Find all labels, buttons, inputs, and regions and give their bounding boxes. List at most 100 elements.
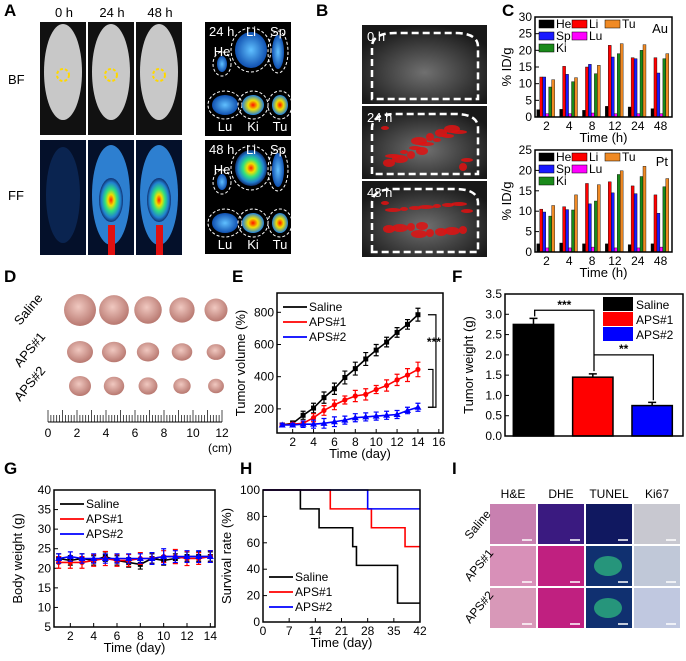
x-tick-label: 4	[90, 629, 97, 643]
bar-sp	[588, 203, 592, 253]
row-label-ff: FF	[8, 188, 24, 203]
panel-label-g: G	[4, 459, 17, 478]
organ-signal	[212, 95, 238, 115]
organ-label: Lu	[218, 237, 232, 252]
organ-signal	[272, 153, 284, 187]
plot-frame	[262, 489, 421, 623]
organ-signal	[217, 174, 227, 190]
organ-outline	[267, 90, 293, 120]
y-tick-label: 1.5	[485, 368, 502, 382]
column-label: Ki67	[645, 487, 669, 501]
data-point	[352, 393, 358, 399]
bar-he	[650, 243, 655, 253]
data-point	[321, 395, 327, 401]
data-point	[113, 555, 121, 561]
x-tick-label: 14	[309, 624, 323, 638]
ultrasound-image	[362, 25, 487, 104]
legend-swatch	[571, 164, 588, 174]
organ-signal	[242, 213, 264, 233]
y-tick-label: 30	[519, 10, 533, 24]
legend-swatch	[538, 31, 555, 41]
x-tick-label: 10	[370, 435, 384, 449]
bar-he	[559, 109, 563, 118]
bar-ki	[594, 200, 598, 253]
y-axis-title: Tumor weight (g)	[461, 316, 476, 414]
bar-he	[627, 244, 632, 253]
contrast-signal	[433, 138, 441, 142]
y-tick-label: 35	[38, 503, 52, 517]
legend-label: Ki	[556, 174, 567, 188]
contrast-signal	[385, 154, 401, 158]
legend-swatch	[571, 19, 588, 29]
chart-title: Au	[652, 21, 668, 36]
data-point	[372, 412, 380, 419]
y-tick-label: 30	[38, 522, 52, 536]
bar-li	[562, 66, 566, 118]
data-point	[278, 421, 286, 428]
bar-he	[536, 243, 540, 253]
bar-ki	[548, 215, 552, 253]
data-point	[363, 391, 369, 397]
group-label: APS#2	[11, 363, 49, 404]
y-tick-label: 25	[519, 27, 533, 41]
data-point	[351, 414, 359, 421]
legend-label: APS#2	[636, 328, 674, 342]
bar-tu	[597, 65, 601, 118]
bar-ki	[617, 174, 621, 253]
data-point	[415, 366, 421, 373]
bar-li	[608, 45, 612, 118]
legend-label: Li	[589, 17, 598, 31]
contrast-signal	[416, 222, 428, 230]
x-tick-label: 2	[67, 629, 74, 643]
contrast-signal	[383, 159, 395, 167]
contrast-signal	[451, 202, 467, 206]
time-label: 24 h	[99, 5, 124, 20]
x-tick-label: 28	[361, 624, 375, 638]
x-tick-label: 35	[387, 624, 401, 638]
contrast-signal	[444, 227, 460, 235]
organ-outline	[267, 208, 293, 238]
x-tick-label: 16	[432, 435, 446, 449]
bar-sp	[542, 76, 546, 118]
x-axis-title: Time (h)	[580, 130, 628, 145]
contrast-signal	[459, 163, 467, 171]
contrast-signal	[383, 225, 395, 233]
legend-label: Ki	[556, 41, 567, 55]
tumor-photo	[171, 343, 193, 361]
organ-signal	[217, 56, 227, 72]
bar-he	[582, 243, 586, 253]
legend-swatch	[603, 312, 633, 326]
x-tick-label: 2	[543, 119, 550, 133]
bar-ki	[662, 186, 667, 253]
contrast-signal	[409, 146, 421, 150]
y-tick-label: 80	[247, 509, 261, 523]
contrast-signal	[385, 208, 401, 212]
y-tick-label: 3.0	[485, 307, 502, 321]
bar-li	[585, 183, 589, 253]
bar-ki	[571, 209, 575, 253]
data-point	[78, 555, 86, 561]
bar-tu	[619, 170, 624, 253]
bar-tu	[665, 53, 670, 118]
data-point	[171, 553, 179, 560]
data-point	[183, 553, 191, 560]
plot-frame	[534, 149, 673, 253]
ruler-unit: (cm)	[208, 441, 232, 455]
time-label: 48 h	[367, 185, 392, 200]
y-tick-label: 15	[519, 184, 533, 198]
bar-sp	[611, 192, 615, 253]
bar-ki	[617, 53, 621, 118]
organ-outline	[212, 169, 232, 195]
legend-swatch	[538, 152, 555, 162]
legend-label: Lu	[589, 162, 602, 176]
contrast-signal	[442, 203, 454, 207]
significance-bracket	[534, 309, 595, 372]
x-tick-label: 8	[352, 435, 359, 449]
bar-tu	[551, 79, 555, 118]
significance-label: **	[619, 342, 629, 356]
y-tick-label: 40	[38, 483, 52, 497]
time-label: 0 h	[55, 5, 73, 20]
x-tick-label: 6	[114, 629, 121, 643]
histology-tile	[634, 588, 680, 628]
